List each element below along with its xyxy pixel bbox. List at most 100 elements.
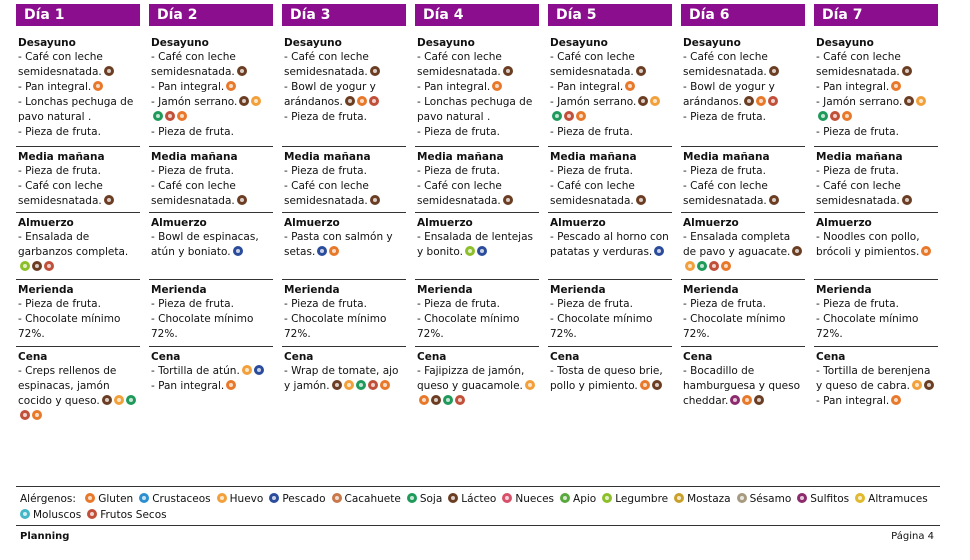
meal-item-text: - Café con leche semidesnatada.: [683, 180, 768, 207]
meal-divider: [16, 146, 140, 147]
meal-block: Almuerzo - Bowl de espinacas, atún y boni…: [149, 214, 273, 260]
crustaceos-allergen-icon: [139, 493, 150, 503]
legend-item-label: Gluten: [98, 493, 134, 505]
meal-item: - Pieza de fruta.: [816, 125, 938, 140]
meal-title: Media mañana: [683, 151, 770, 163]
meal-title: Desayuno: [18, 37, 76, 49]
meal-title: Merienda: [417, 284, 473, 296]
meal-item-text: - Tortilla de berenjena y queso de cabra…: [816, 365, 931, 392]
day-header: Día 5: [548, 4, 672, 26]
nueces-allergen-icon: [502, 493, 513, 503]
meal-item-text: - Pan integral.: [18, 81, 92, 93]
meal-item-text: - Pieza de fruta.: [683, 298, 766, 310]
meal-divider: [814, 146, 938, 147]
meal-item-text: - Chocolate mínimo 72%.: [683, 313, 786, 340]
meal-item-text: - Jamón serrano.: [816, 96, 903, 108]
legumbre-allergen-icon: [464, 246, 475, 256]
meal-item-text: - Bocadillo de hamburguesa y queso chedd…: [683, 365, 801, 407]
meal-item: - Bowl de yogur y arándanos.: [284, 80, 406, 110]
meal-item-text: - Ensalada de garbanzos completa.: [18, 231, 129, 258]
meal-item-text: - Pan integral.: [550, 81, 624, 93]
legend-item-label: Huevo: [229, 493, 264, 505]
gluten-allergen-icon: [177, 111, 187, 121]
meal-item-text: - Chocolate mínimo 72%.: [151, 313, 254, 340]
meal-item-text: - Ensalada completa de pavo y aguacate.: [683, 231, 791, 258]
lacteo-allergen-icon: [651, 380, 662, 390]
meal-block: Almuerzo - Ensalada de lentejas y bonito.: [415, 214, 539, 260]
lacteo-allergen-icon: [502, 66, 513, 76]
meal-divider: [681, 279, 805, 280]
meal-block: Media mañana - Pieza de fruta. - Café con …: [415, 148, 539, 209]
soja-allergen-icon: [355, 380, 366, 390]
meal-item: - Pasta con salmón y setas.: [284, 230, 406, 260]
meal-title: Media mañana: [151, 151, 238, 163]
mostaza-allergen-icon: [674, 493, 685, 503]
meal-block: Media mañana - Pieza de fruta. - Café con …: [282, 148, 406, 209]
meal-title: Media mañana: [417, 151, 504, 163]
meal-title: Almuerzo: [417, 217, 473, 229]
lacteo-allergen-icon: [901, 66, 912, 76]
meal-title: Media mañana: [18, 151, 105, 163]
sulfitos-allergen-icon: [797, 493, 808, 503]
meal-item: - Ensalada de lentejas y bonito.: [417, 230, 539, 260]
meal-item: - Chocolate mínimo 72%.: [18, 312, 140, 342]
meal-item: - Pan integral.: [816, 394, 938, 409]
legend-item: Mostaza: [674, 491, 731, 507]
meal-item: - Pieza de fruta.: [417, 297, 539, 312]
meal-item: - Noodles con pollo, brócoli y pimientos…: [816, 230, 938, 260]
legend-item: Crustaceos: [139, 491, 211, 507]
frutos-secos-allergen-icon: [830, 111, 840, 121]
meal-item-text: - Café con leche semidesnatada.: [683, 51, 768, 78]
gluten-allergen-icon: [226, 81, 237, 91]
meal-item-text: - Fajipizza de jamón, queso y guacamole.: [417, 365, 525, 392]
gluten-allergen-icon: [379, 380, 390, 390]
meal-block: Almuerzo - Ensalada de garbanzos completa…: [16, 214, 140, 275]
lacteo-allergen-icon: [924, 380, 934, 390]
meal-item: - Pieza de fruta.: [284, 110, 406, 125]
meal-divider: [16, 212, 140, 213]
meal-title: Desayuno: [417, 37, 475, 49]
meal-item: - Lonchas pechuga de pavo natural .: [417, 95, 539, 125]
meal-block: Desayuno - Café con leche semidesnatada. -…: [415, 34, 539, 140]
meal-block: Merienda - Pieza de fruta. - Chocolate mín…: [282, 281, 406, 342]
gluten-allergen-icon: [625, 81, 636, 91]
meal-item: - Tortilla de berenjena y queso de cabra…: [816, 364, 938, 394]
huevo-allergen-icon: [113, 395, 124, 405]
meal-block: Media mañana - Pieza de fruta. - Café con …: [548, 148, 672, 209]
day-header: Día 3: [282, 4, 406, 26]
legend-item-label: Apio: [573, 493, 597, 505]
meal-item-text: - Pieza de fruta.: [417, 298, 500, 310]
meal-divider: [16, 279, 140, 280]
meal-title: Almuerzo: [151, 217, 207, 229]
meal-item: - Café con leche semidesnatada.: [151, 50, 273, 80]
day-column: Día 7 Desayuno - Café con leche semidesnat…: [814, 4, 938, 407]
meal-item-text: - Pieza de fruta.: [417, 165, 500, 177]
legend-item: Sésamo: [736, 491, 792, 507]
lacteo-allergen-icon: [369, 66, 380, 76]
meal-divider: [814, 346, 938, 347]
day-column: Día 5 Desayuno - Café con leche semidesnat…: [548, 4, 672, 392]
meal-item-text: - Pieza de fruta.: [417, 126, 500, 138]
meal-block: Cena - Tortilla de berenjena y queso de c…: [814, 348, 938, 409]
lacteo-allergen-icon: [638, 96, 649, 106]
gluten-allergen-icon: [85, 493, 96, 503]
meal-divider: [548, 346, 672, 347]
meal-divider: [282, 146, 406, 147]
meal-block: Merienda - Pieza de fruta. - Chocolate mín…: [548, 281, 672, 342]
meal-divider: [282, 212, 406, 213]
frutos-secos-allergen-icon: [44, 261, 54, 271]
legend-item-label: Mostaza: [687, 493, 731, 505]
meal-item-text: - Bowl de yogur y arándanos.: [683, 81, 775, 108]
meal-item: - Pieza de fruta.: [151, 297, 273, 312]
meal-title: Cena: [18, 351, 48, 363]
huevo-allergen-icon: [251, 96, 262, 106]
soja-allergen-icon: [153, 111, 163, 121]
meal-item-text: - Pescado al horno con patatas y verdura…: [550, 231, 669, 258]
legend-item-label: Sésamo: [749, 493, 792, 505]
meal-divider: [282, 346, 406, 347]
legend-item-label: Soja: [419, 493, 443, 505]
legend-item-label: Legumbre: [615, 493, 669, 505]
legend-item-label: Cacahuete: [344, 493, 401, 505]
meal-block: Desayuno - Café con leche semidesnatada. -…: [548, 34, 672, 140]
lacteo-allergen-icon: [101, 395, 112, 405]
